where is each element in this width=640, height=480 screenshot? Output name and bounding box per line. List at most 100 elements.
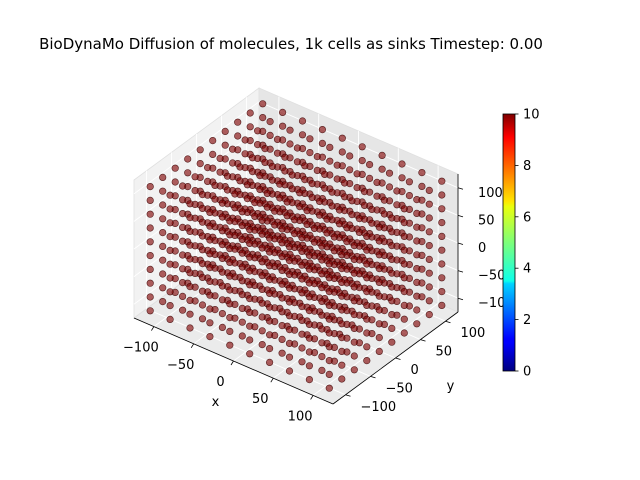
scatter-point — [438, 191, 446, 199]
scatter-point — [146, 307, 154, 315]
scatter-point — [325, 288, 333, 296]
scatter-point — [159, 215, 167, 223]
scatter-point — [286, 140, 294, 148]
scatter-point — [375, 292, 383, 300]
scatter-point — [400, 329, 408, 337]
scatter-point — [298, 247, 306, 255]
scatter-point — [198, 246, 207, 254]
scatter-point — [375, 334, 383, 342]
scatter-point — [388, 324, 396, 333]
scatter-point — [146, 252, 154, 260]
scatter-point — [318, 256, 326, 264]
scatter-point — [206, 333, 214, 341]
scatter-point — [318, 297, 326, 306]
scatter-point — [266, 289, 274, 298]
scatter-point — [198, 218, 207, 226]
scatter-point — [211, 195, 219, 203]
scatter-point — [353, 170, 361, 178]
scatter-point — [146, 265, 154, 274]
scatter-point — [405, 178, 414, 186]
scatter-point — [305, 320, 314, 329]
scatter-point — [413, 251, 421, 259]
scatter-point — [281, 153, 289, 161]
scatter-point — [375, 223, 383, 231]
scatter-point — [146, 238, 154, 246]
scatter-point — [204, 164, 212, 172]
scatter-point — [234, 118, 242, 126]
scatter-point — [413, 223, 421, 231]
scatter-point — [146, 224, 154, 232]
scatter-point — [305, 307, 314, 315]
scatter-point — [198, 273, 207, 282]
scatter-point — [283, 212, 291, 220]
scatter-point — [216, 154, 224, 162]
scatter-point — [186, 214, 194, 222]
scatter-point — [301, 176, 309, 184]
scatter-point — [256, 172, 264, 180]
tick-mark — [310, 395, 314, 400]
scatter-point — [318, 353, 326, 361]
scatter-point — [241, 150, 249, 158]
scatter-point — [263, 203, 271, 211]
scatter-point — [206, 319, 214, 327]
scatter-point — [278, 239, 286, 247]
scatter-point — [325, 274, 333, 282]
scatter-point — [400, 288, 408, 296]
scatter-point — [350, 324, 358, 333]
scatter-point — [425, 297, 433, 305]
scatter-point — [363, 343, 371, 351]
scatter-point — [179, 265, 187, 273]
scatter-point — [285, 298, 294, 306]
scatter-point — [198, 301, 207, 309]
scatter-point — [191, 187, 199, 195]
scatter-point — [258, 244, 266, 252]
scatter-point — [373, 192, 381, 200]
scatter-point — [179, 196, 187, 204]
scatter-point — [318, 270, 326, 278]
scatter-point — [310, 224, 319, 232]
scatter-point — [238, 235, 246, 243]
scatter-point — [186, 310, 194, 318]
scatter-point — [438, 219, 446, 227]
scatter-point — [285, 339, 294, 348]
z-tick-label: 0 — [478, 241, 486, 256]
scatter-point — [278, 266, 286, 275]
scatter-point — [325, 301, 333, 310]
scatter-point — [350, 366, 358, 374]
scatter-point — [360, 201, 369, 209]
y-tick-label: 50 — [436, 345, 453, 360]
scatter-point — [223, 172, 232, 180]
tick-mark — [345, 394, 351, 397]
scatter-point — [238, 249, 246, 257]
scatter-point — [146, 293, 154, 301]
scatter-point — [238, 318, 246, 326]
y-tick-label: −100 — [361, 400, 397, 415]
scatter-point — [261, 145, 269, 153]
scatter-points — [146, 100, 446, 392]
z-tick-label: 50 — [478, 213, 495, 228]
scatter-point — [318, 366, 326, 375]
scatter-point — [218, 323, 226, 332]
scatter-point — [256, 185, 264, 193]
scatter-point — [254, 127, 262, 135]
scatter-point — [425, 214, 433, 222]
scatter-point — [234, 132, 242, 140]
scatter-point — [226, 231, 234, 239]
grid-line — [133, 101, 260, 195]
scatter-point — [159, 270, 167, 278]
scatter-point — [166, 233, 174, 241]
tick-mark — [230, 360, 234, 366]
scatter-point — [425, 311, 433, 319]
scatter-point — [335, 206, 344, 214]
scatter-point — [338, 148, 346, 156]
scatter-point — [186, 255, 194, 263]
scatter-point — [346, 166, 354, 174]
scatter-point — [179, 182, 187, 190]
scatter-point — [236, 177, 244, 185]
scatter-point — [363, 315, 371, 323]
scatter-point — [179, 237, 187, 245]
scatter-point — [325, 384, 333, 392]
tick-mark — [445, 320, 451, 324]
scatter-point — [318, 242, 326, 250]
